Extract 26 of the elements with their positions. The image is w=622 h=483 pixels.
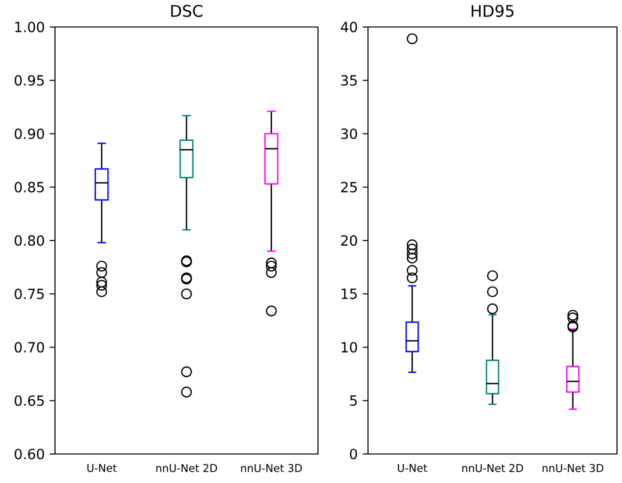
y-tick-label: 0.70 (14, 342, 44, 353)
y-tick-label: 40 (340, 22, 358, 32)
y-tick-label: 0.85 (14, 182, 44, 192)
x-tick-label: U-Net (87, 464, 117, 472)
x-tick-label: nnU-Net 3D (542, 464, 604, 472)
y-tick-label: 0 (350, 448, 358, 460)
y-tick-label: 20 (341, 235, 358, 246)
y-tick-label: 0.90 (14, 128, 44, 140)
y-tick-label: 1.00 (15, 22, 44, 32)
y-tick-label: 15 (342, 288, 357, 300)
chart-title: HD95 (472, 4, 514, 17)
y-tick-label: 0.75 (14, 288, 44, 300)
x-tick-label: nnU-Net 3D (241, 464, 302, 472)
x-tick-label: U-Net (398, 464, 428, 472)
x-tick-label: nnU-Net 2D (462, 464, 524, 472)
y-tick-label: 0.65 (14, 395, 44, 406)
y-tick-label: 35 (341, 75, 357, 86)
y-tick-label: 30 (341, 128, 358, 140)
y-tick-label: 25 (341, 182, 357, 192)
y-tick-label: 5 (350, 395, 357, 406)
y-tick-label: 0.60 (14, 448, 44, 460)
y-tick-label: 0.80 (14, 235, 44, 246)
x-tick-label: nnU-Net 2D (156, 464, 218, 472)
chart-title: DSC (171, 4, 202, 17)
y-tick-label: 0.95 (14, 75, 44, 86)
y-tick-label: 10 (342, 342, 358, 353)
